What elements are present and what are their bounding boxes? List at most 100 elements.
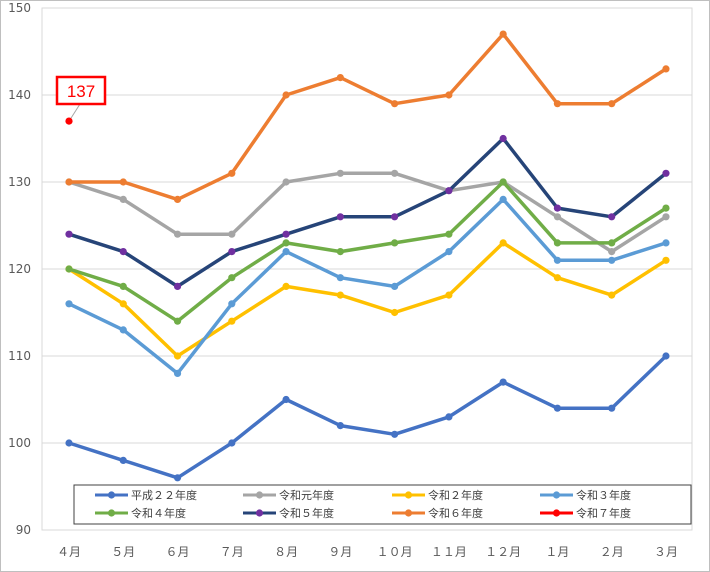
data-point (173, 474, 182, 482)
legend-swatch-marker (552, 491, 561, 499)
series-6 (65, 134, 670, 290)
data-point (119, 456, 127, 464)
x-tick-label: １２月 (485, 545, 521, 559)
data-point (228, 274, 236, 282)
legend-swatch-marker (552, 509, 561, 517)
callout-leader (70, 103, 81, 119)
data-point (119, 195, 127, 203)
series-7 (65, 30, 670, 203)
gridlines (42, 94, 692, 444)
data-point (608, 256, 616, 264)
data-point (662, 65, 670, 73)
data-point (662, 352, 670, 360)
data-point (553, 404, 562, 412)
legend-label: 令和３年度 (576, 488, 631, 502)
y-tick-label: 130 (8, 175, 31, 189)
data-point (173, 282, 182, 290)
data-point (336, 291, 344, 299)
y-tick-label: 100 (8, 436, 31, 450)
data-point (445, 291, 453, 299)
data-point (336, 74, 344, 82)
legend-swatch-marker (107, 491, 116, 499)
data-point (553, 274, 562, 282)
data-point (173, 317, 182, 325)
y-axis-ticks: 90 100 110 120 130 140 150 (8, 1, 31, 537)
data-point (391, 239, 399, 247)
data-point (662, 169, 670, 177)
legend-item: 令和２年度 (392, 488, 483, 502)
legend-swatch-marker (404, 509, 413, 517)
callout-box (55, 75, 107, 106)
legend-label: 平成２２年度 (131, 488, 197, 502)
data-point (282, 282, 290, 290)
data-point (65, 117, 73, 125)
legend-label: 令和７年度 (576, 506, 631, 520)
series-4 (65, 195, 670, 377)
data-point (608, 248, 616, 256)
data-point (228, 439, 236, 447)
data-point (391, 213, 399, 221)
legend-swatch-marker (255, 491, 264, 499)
data-point (282, 178, 290, 186)
series-lines (65, 30, 670, 482)
series-line (67, 32, 668, 202)
data-point (445, 413, 453, 421)
data-point (391, 100, 399, 108)
data-point (336, 169, 344, 177)
data-point (119, 248, 127, 256)
y-tick-label: 90 (16, 523, 31, 537)
data-point (662, 256, 670, 264)
data-point (553, 256, 562, 264)
data-point (119, 282, 127, 290)
legend-item: 平成２２年度 (95, 488, 197, 502)
series-8 (65, 117, 73, 125)
x-tick-label: ９月 (328, 545, 352, 559)
data-point (336, 213, 344, 221)
data-point (228, 230, 236, 238)
x-tick-label: ５月 (111, 545, 135, 559)
data-point (553, 213, 562, 221)
data-point (282, 239, 290, 247)
x-tick-label: １０月 (377, 545, 413, 559)
x-tick-label: １１月 (431, 545, 467, 559)
data-point (553, 204, 562, 212)
y-tick-label: 120 (8, 262, 31, 276)
series-3 (65, 239, 670, 360)
data-point (336, 248, 344, 256)
data-point (391, 430, 399, 438)
data-point (662, 213, 670, 221)
x-tick-label: ８月 (274, 545, 298, 559)
series-line (67, 241, 668, 358)
data-point (65, 439, 73, 447)
data-point (65, 230, 73, 238)
x-tick-label: ７月 (220, 545, 244, 559)
data-point (173, 230, 182, 238)
data-point (553, 100, 562, 108)
data-point (499, 178, 507, 186)
legend-item: 令和６年度 (392, 506, 483, 520)
series-line (67, 180, 668, 323)
y-tick-label: 110 (8, 349, 31, 363)
legend-box (73, 484, 692, 525)
data-point (608, 100, 616, 108)
data-point (282, 91, 290, 99)
legend-label: 令和元年度 (279, 488, 334, 502)
data-point (173, 352, 182, 360)
data-point (499, 195, 507, 203)
data-point (65, 178, 73, 186)
data-point (336, 422, 344, 430)
data-point (608, 404, 616, 412)
data-point (553, 239, 562, 247)
data-point (391, 169, 399, 177)
data-point (391, 308, 399, 317)
data-point (336, 274, 344, 282)
data-point (119, 300, 127, 308)
legend-item: 令和元年度 (243, 488, 334, 502)
y-tick-label: 150 (8, 1, 31, 15)
x-tick-label: １月 (545, 545, 569, 559)
series-line (67, 171, 668, 254)
legend-swatch-marker (107, 509, 116, 517)
data-point (282, 395, 290, 404)
